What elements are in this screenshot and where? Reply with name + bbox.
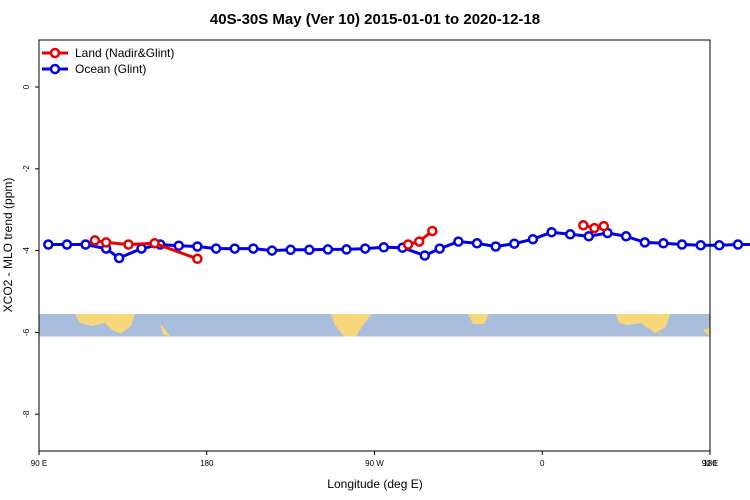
- legend: Land (Nadir&Glint) Ocean (Glint): [42, 46, 174, 76]
- land-point: [89, 235, 101, 246]
- ocean-point: [490, 241, 501, 252]
- ocean-point: [136, 243, 147, 254]
- legend-land-label: Land (Nadir&Glint): [75, 46, 174, 60]
- land-point: [578, 220, 589, 231]
- ocean-point: [43, 239, 54, 250]
- ocean-point: [583, 231, 595, 242]
- ocean-point: [695, 240, 706, 251]
- ocean-point: [658, 238, 669, 249]
- ocean-point: [732, 239, 744, 250]
- ocean-point: [639, 237, 651, 248]
- ocean-point: [546, 226, 557, 238]
- land-point: [413, 236, 425, 247]
- ocean-point: [304, 244, 315, 256]
- ocean-point: [266, 245, 278, 256]
- ocean-point: [113, 252, 125, 264]
- x-axis-label: Longitude (deg E): [327, 477, 422, 491]
- y-tick-label: 0: [22, 84, 31, 89]
- land-point: [149, 238, 160, 249]
- ocean-point: [248, 243, 259, 254]
- ocean-point: [676, 239, 688, 250]
- x-tick-label: 90 W: [365, 459, 384, 468]
- ocean-point: [61, 239, 73, 250]
- ocean-point: [359, 243, 371, 254]
- ocean-point: [378, 242, 390, 253]
- map-land-6: [703, 328, 710, 337]
- ocean-point: [285, 244, 296, 256]
- y-axis-label: XCO2 - MLO trend (ppm): [1, 178, 15, 313]
- ocean-series-line-0: [48, 230, 750, 260]
- land-point: [427, 225, 438, 237]
- x-tick-label: 180: [703, 459, 717, 468]
- land-point: [589, 222, 600, 234]
- map-land-5: [655, 330, 664, 337]
- y-tick-label: -6: [22, 328, 31, 336]
- land-point: [123, 239, 134, 250]
- chart-title: 40S-30S May (Ver 10) 2015-01-01 to 2020-…: [210, 11, 540, 28]
- map-land-3: [468, 314, 489, 324]
- map-ocean-band: [39, 314, 710, 337]
- ocean-point: [620, 231, 632, 242]
- legend-land-marker: [49, 47, 61, 59]
- ocean-point: [564, 229, 576, 240]
- x-tick-label: 180: [200, 459, 214, 468]
- y-tick-label: -2: [22, 165, 31, 173]
- map-strip: [39, 314, 710, 337]
- ocean-point: [173, 240, 185, 251]
- land-point: [100, 237, 112, 248]
- ocean-point: [192, 241, 203, 252]
- y-tick-label: -8: [22, 410, 31, 418]
- ocean-point: [509, 238, 520, 249]
- map-land-0: [75, 314, 135, 334]
- land-point: [192, 253, 203, 265]
- ocean-point: [80, 239, 91, 250]
- land-point: [598, 220, 610, 232]
- ocean-point: [229, 243, 240, 254]
- ocean-point: [419, 250, 431, 261]
- legend-ocean-marker: [49, 63, 61, 75]
- series-layer: [43, 220, 750, 265]
- ocean-point: [527, 233, 539, 245]
- y-tick-label: -4: [22, 247, 31, 255]
- ocean-point: [453, 236, 464, 247]
- ocean-point: [471, 238, 483, 249]
- ocean-point: [341, 244, 352, 255]
- legend-ocean-label: Ocean (Glint): [75, 62, 146, 76]
- ocean-point: [714, 240, 725, 251]
- ocean-point: [434, 243, 445, 254]
- map-land-4: [616, 314, 670, 333]
- ocean-point: [322, 244, 334, 255]
- map-land-2: [331, 314, 372, 337]
- x-tick-label: 90 E: [702, 459, 718, 468]
- x-tick-label: 0: [540, 459, 545, 468]
- land-point: [402, 239, 414, 250]
- ocean-point: [210, 243, 222, 254]
- map-land-1: [160, 324, 170, 337]
- x-tick-label: 90 E: [31, 459, 47, 468]
